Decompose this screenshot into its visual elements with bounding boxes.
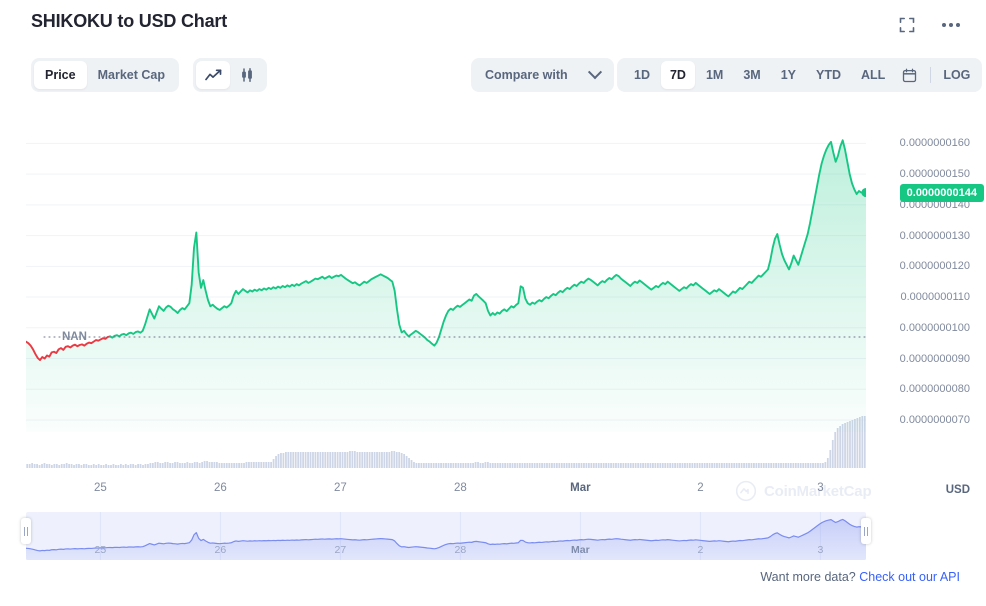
range-all[interactable]: ALL: [861, 68, 886, 82]
navigator-line: [25, 518, 867, 552]
chart-area: NAN CoinMarketCap USD 0.0000000160 0.0000…: [0, 120, 986, 510]
y-axis-tick: 0.0000000100: [899, 321, 970, 334]
api-link[interactable]: Check out our API: [859, 570, 960, 584]
x-axis-tick: 25: [93, 482, 107, 494]
footer-text: Want more data?: [760, 570, 856, 584]
reference-line-label: NAN: [62, 331, 87, 343]
x-axis: 25 26 27 28 Mar 2 3: [26, 482, 866, 506]
x-axis-tick: 28: [453, 482, 467, 494]
navigator-area: [26, 519, 866, 560]
toolbar-divider: [930, 67, 932, 83]
y-axis-tick: 0.0000000090: [899, 352, 970, 365]
metric-option-price[interactable]: Price: [34, 61, 87, 89]
price-line-up: [109, 139, 867, 347]
price-plot[interactable]: NAN: [25, 120, 871, 480]
y-axis-tick: 0.0000000120: [899, 260, 970, 273]
price-chart-svg[interactable]: [25, 120, 871, 480]
navigator-x-tick: Mar: [571, 544, 590, 556]
page-header: SHIKOKU to USD Chart: [0, 0, 986, 48]
range-1m[interactable]: 1M: [705, 68, 724, 82]
range-1d[interactable]: 1D: [634, 68, 650, 82]
y-axis-tick: 0.0000000110: [900, 291, 970, 304]
navigator-x-tick: 28: [454, 544, 467, 556]
time-range-group: 1D 7D 1M 3M 1Y YTD ALL LOG: [617, 58, 983, 92]
price-area-fill: [26, 140, 866, 432]
log-scale-button[interactable]: LOG: [943, 68, 971, 82]
x-axis-tick: 2: [697, 482, 704, 494]
y-axis-tick: 0.0000000160: [899, 137, 970, 150]
navigator-x-tick: 27: [334, 544, 347, 556]
chart-toolbar: Price Market Cap Compare with: [0, 58, 986, 100]
more-options-icon[interactable]: [940, 14, 962, 36]
range-3m[interactable]: 3M: [743, 68, 761, 82]
navigator-x-tick: 26: [214, 544, 227, 556]
x-axis-tick: 26: [213, 482, 227, 494]
navigator-svg[interactable]: [25, 512, 867, 560]
navigator-x-tick: 2: [697, 544, 704, 556]
y-axis: USD 0.0000000160 0.0000000150 0.0000000140…: [870, 120, 986, 496]
range-7d[interactable]: 7D: [660, 61, 695, 89]
header-actions: [896, 14, 962, 36]
x-axis-tick: 27: [333, 482, 347, 494]
compare-with-dropdown[interactable]: Compare with: [471, 58, 614, 92]
navigator-x-tick: 3: [817, 544, 824, 556]
volume-bars: [26, 416, 866, 468]
compare-with-label: Compare with: [485, 68, 568, 82]
y-axis-unit: USD: [945, 484, 970, 496]
navigator-right-handle[interactable]: [861, 518, 871, 544]
candlestick-chart-icon[interactable]: [230, 61, 264, 89]
footer: Want more data? Check out our API: [760, 570, 960, 584]
y-axis-tick: 0.0000000140: [899, 198, 970, 211]
chevron-down-icon: [587, 65, 602, 80]
fullscreen-expand-icon[interactable]: [896, 14, 918, 36]
y-axis-tick: 0.0000000150: [899, 168, 970, 181]
x-axis-tick: Mar: [570, 482, 591, 494]
range-1y[interactable]: 1Y: [780, 68, 797, 82]
range-ytd[interactable]: YTD: [816, 68, 842, 82]
current-price-badge: 0.0000000144: [899, 183, 984, 202]
y-axis-tick: 0.0000000070: [899, 414, 970, 426]
page-title: SHIKOKU to USD Chart: [31, 11, 228, 31]
chart-type-toggle-group: [193, 58, 267, 92]
x-axis-tick: 3: [817, 482, 824, 494]
metric-option-market-cap[interactable]: Market Cap: [97, 68, 165, 82]
price-line-down: [25, 335, 111, 362]
chart-navigator[interactable]: 25 26 27 28 Mar 2 3: [21, 512, 871, 560]
y-axis-tick: 0.0000000130: [899, 229, 970, 242]
y-axis-tick: 0.0000000080: [899, 383, 970, 396]
calendar-icon[interactable]: [896, 68, 922, 83]
navigator-x-tick: 25: [94, 544, 107, 556]
metric-toggle-group: Price Market Cap: [31, 58, 179, 92]
line-chart-icon[interactable]: [196, 61, 230, 89]
navigator-left-handle[interactable]: [21, 518, 31, 544]
